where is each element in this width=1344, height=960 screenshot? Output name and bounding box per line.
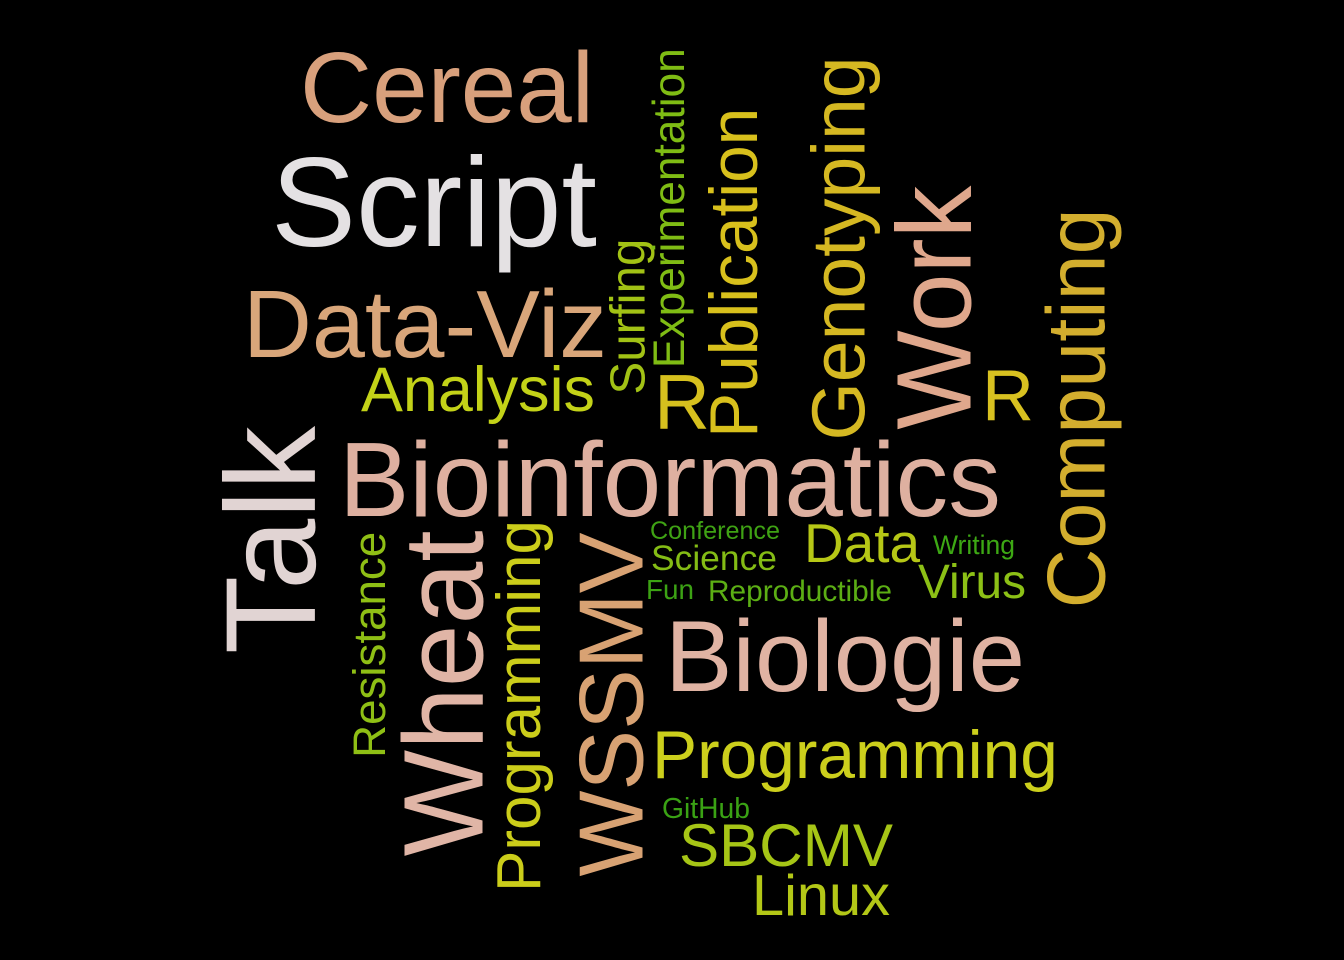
word-analysis: Analysis bbox=[361, 354, 595, 425]
word-programming-vertical: Programming bbox=[484, 520, 554, 892]
word-data: Data bbox=[804, 511, 920, 574]
word-writing: Writing bbox=[933, 529, 1015, 560]
word-github: GitHub bbox=[662, 792, 750, 824]
word-experimentation: Experimentation bbox=[644, 48, 694, 369]
word-data-viz: Data-Viz bbox=[243, 271, 607, 378]
word-bioinformatics: Bioinformatics bbox=[339, 421, 1001, 539]
word-sbcmv: SBCMV bbox=[679, 812, 893, 879]
word-fun: Fun bbox=[646, 574, 694, 605]
word-computing: Computing bbox=[1029, 207, 1123, 608]
word-work: Work bbox=[876, 185, 994, 430]
word-science: Science bbox=[651, 537, 777, 578]
word-talk: Talk bbox=[199, 426, 343, 655]
word-virus: Virus bbox=[918, 556, 1026, 609]
word-linux: Linux bbox=[752, 864, 890, 928]
word-reproductible: Reproductible bbox=[708, 575, 892, 608]
word-r-left: R bbox=[654, 360, 710, 446]
word-genotyping: Genotyping bbox=[796, 56, 881, 441]
word-wssmv: WSSMV bbox=[561, 532, 663, 877]
word-script: Script bbox=[271, 132, 597, 274]
word-wheat: Wheat bbox=[380, 529, 507, 856]
word-biologie: Biologie bbox=[665, 599, 1025, 713]
word-publication: Publication bbox=[697, 107, 773, 438]
word-cereal: Cereal bbox=[300, 33, 594, 144]
word-conference: Conference bbox=[650, 516, 780, 545]
word-r-right: R bbox=[982, 356, 1034, 436]
word-programming-horizontal: Programming bbox=[652, 718, 1058, 793]
